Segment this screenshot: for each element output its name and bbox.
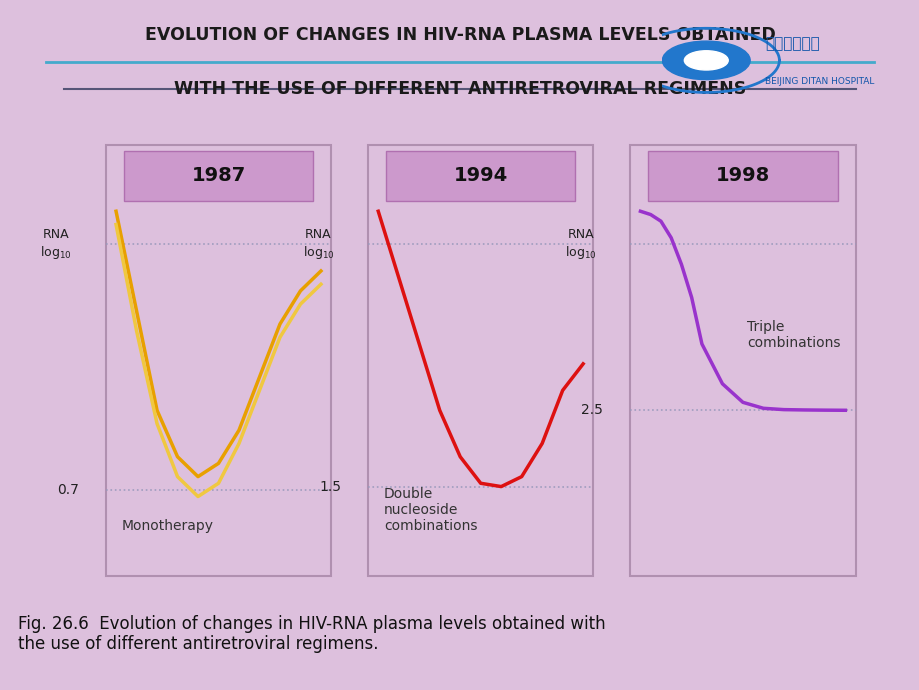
Bar <box>368 145 593 576</box>
Text: 2.5: 2.5 <box>581 403 603 417</box>
Text: 1987: 1987 <box>191 166 245 186</box>
Text: 0.7: 0.7 <box>57 483 79 497</box>
Text: Fig. 26.6  Evolution of changes in HIV-RNA plasma levels obtained with
the use o: Fig. 26.6 Evolution of changes in HIV-RN… <box>18 615 606 653</box>
Bar <box>124 151 312 201</box>
Text: Monotherapy: Monotherapy <box>121 519 213 533</box>
Circle shape <box>684 51 728 70</box>
Text: BEIJING DITAN HOSPITAL: BEIJING DITAN HOSPITAL <box>764 77 873 86</box>
Text: EVOLUTION OF CHANGES IN HIV-RNA PLASMA LEVELS OBTAINED: EVOLUTION OF CHANGES IN HIV-RNA PLASMA L… <box>144 26 775 43</box>
Bar <box>630 145 855 576</box>
Text: RNA
log$_{10}$: RNA log$_{10}$ <box>40 228 72 261</box>
Bar <box>648 151 836 201</box>
Bar <box>386 151 574 201</box>
Text: RNA
log$_{10}$: RNA log$_{10}$ <box>302 228 334 261</box>
Text: WITH THE USE OF DIFFERENT ANTIRETROVIRAL REGIMENS: WITH THE USE OF DIFFERENT ANTIRETROVIRAL… <box>174 81 745 99</box>
Text: 1994: 1994 <box>453 166 507 186</box>
Text: Double
nucleoside
combinations: Double nucleoside combinations <box>383 486 477 533</box>
Bar <box>106 145 331 576</box>
Text: 1.5: 1.5 <box>319 480 341 493</box>
Text: 1998: 1998 <box>715 166 769 186</box>
Circle shape <box>662 41 749 79</box>
Text: Triple
combinations: Triple combinations <box>746 319 840 350</box>
Text: 北京地坛医院: 北京地坛医院 <box>764 36 819 51</box>
Text: RNA
log$_{10}$: RNA log$_{10}$ <box>564 228 596 261</box>
